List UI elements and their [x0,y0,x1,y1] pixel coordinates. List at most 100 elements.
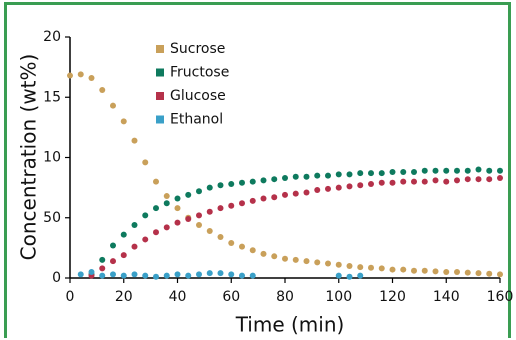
data-point [217,182,224,189]
data-point [421,167,428,174]
data-point [357,272,364,279]
x-tick-label: 40 [169,289,187,305]
legend-label: Sucrose [170,41,225,57]
data-point [486,270,493,277]
data-point [88,74,95,81]
data-point [174,195,181,202]
data-point [142,236,149,243]
data-point [400,178,407,185]
data-point [346,171,353,178]
data-point [163,193,170,200]
data-point [131,137,138,144]
data-point [142,272,149,279]
data-point [110,271,116,278]
data-point [314,172,321,179]
data-point [120,231,127,238]
x-tick-label: 160 [487,289,514,305]
data-point [153,273,159,280]
data-point [454,177,460,184]
data-point [217,205,224,212]
data-point [163,272,170,279]
data-point [368,181,374,188]
data-point [131,221,138,228]
x-tick-label: 80 [276,289,294,305]
data-point [239,200,245,207]
data-point [292,256,299,263]
data-point [486,167,493,174]
data-point [497,271,503,278]
data-point [475,270,482,277]
x-tick-label: 0 [66,289,75,305]
data-point [153,178,159,185]
data-point [378,170,385,177]
data-point [325,172,331,179]
x-tick-label: 60 [222,289,240,305]
data-point [497,167,503,174]
data-point [239,179,245,186]
data-point [120,252,127,259]
data-point [282,255,288,262]
data-point [357,182,364,189]
data-point [346,262,353,269]
data-point [325,185,331,192]
data-point [292,190,299,197]
data-point [389,266,396,273]
legend-swatch [156,68,164,77]
data-point [260,250,267,257]
legend-swatch [156,45,164,53]
y-tick-label: 10 [43,150,61,166]
data-point [303,189,310,196]
data-point [432,177,439,184]
data-point [249,197,256,204]
data-point [110,102,116,109]
data-point [400,266,407,273]
data-point [131,243,138,250]
x-tick-label: 120 [379,289,406,305]
data-point [228,240,235,247]
legend-label: Fructose [170,65,229,81]
data-point [196,271,202,278]
y-tick-label: 15 [43,89,61,105]
data-point [282,191,288,198]
data-point [153,229,159,236]
data-point [346,273,353,280]
legend-label: Glucose [170,88,226,104]
data-point [249,272,256,279]
data-point [196,188,202,195]
data-point [378,179,385,186]
data-point [260,177,267,184]
data-point [303,173,310,180]
x-tick-label: 100 [325,289,352,305]
y-axis-title: Concentration (wt%) [17,54,41,261]
data-point [325,260,331,267]
data-point [249,247,256,254]
data-point [110,258,116,265]
data-point [443,167,450,174]
data-point [99,265,106,272]
data-point [421,267,428,274]
data-point [217,270,224,277]
data-point [443,268,450,275]
data-point [249,178,256,185]
data-point [292,173,299,180]
data-point [357,264,364,271]
data-point [120,272,127,279]
data-point [346,183,353,190]
data-point [389,179,396,186]
data-point [206,228,213,235]
data-point [67,72,73,79]
data-point [206,208,213,215]
data-point [153,205,159,212]
data-point [271,194,278,201]
data-point [303,258,310,265]
data-point [260,195,267,202]
data-point [99,87,106,94]
data-point [335,171,342,178]
data-point [142,212,149,219]
data-point [335,272,342,279]
data-point [88,268,95,275]
data-point [110,242,116,249]
data-point [77,71,84,78]
data-point [421,178,428,185]
